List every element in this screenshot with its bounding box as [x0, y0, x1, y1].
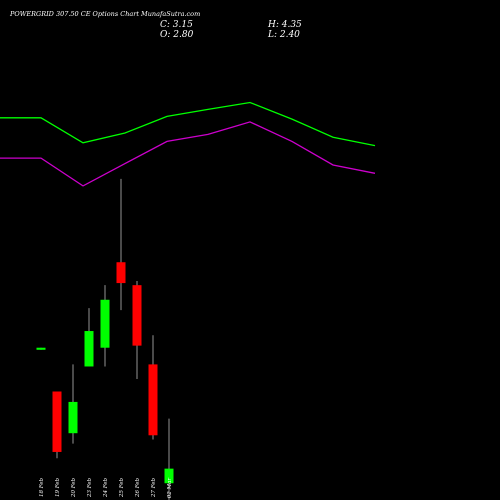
x-axis-tick-labels: 18 Feb 19 Feb 20 Feb 23 Feb 24 Feb 25 Feb 26 F… — [39, 478, 173, 499]
candle-body — [116, 262, 126, 284]
candle-body — [68, 401, 78, 434]
candle-20-feb — [68, 364, 78, 444]
candle-body — [84, 331, 94, 367]
x-tick-label: 19 Feb — [55, 478, 61, 498]
candle-25-feb — [116, 178, 126, 311]
low-value: L: 2.40 — [267, 30, 300, 40]
x-tick-label: 23 Feb — [87, 478, 93, 499]
x-tick-label: 25 Feb — [119, 478, 125, 499]
candle-body — [36, 347, 46, 350]
high-value: H: 4.35 — [267, 20, 302, 30]
candle-27-feb — [148, 335, 158, 440]
chart-title: POWERGRID 307.50 CE Options Chart Munafa… — [9, 10, 200, 18]
band-line-1 — [0, 101, 376, 147]
candle-body — [148, 364, 158, 436]
candle-18-feb — [36, 347, 46, 350]
band-line-2 — [0, 121, 376, 187]
candle-23-feb — [84, 308, 94, 367]
candle-26-feb — [132, 280, 142, 379]
candle-body — [100, 299, 110, 348]
x-tick-label: 27 Feb — [151, 478, 157, 499]
x-tick-label: 18 Feb — [39, 478, 45, 498]
x-tick-label: 02 Mar — [167, 478, 173, 499]
indicator-bands — [0, 101, 376, 187]
candle-body — [52, 391, 62, 452]
candle-body — [164, 468, 174, 484]
close-value: C: 3.15 — [160, 20, 193, 30]
candlesticks — [36, 178, 174, 500]
x-tick-label: 26 Feb — [135, 478, 141, 499]
candle-24-feb — [100, 285, 110, 367]
x-tick-label: 20 Feb — [71, 478, 77, 499]
open-value: O: 2.80 — [160, 30, 194, 40]
candle-body — [132, 285, 142, 346]
candle-19-feb — [52, 391, 62, 459]
x-tick-label: 24 Feb — [103, 478, 109, 499]
candle-02-mar — [164, 418, 174, 500]
